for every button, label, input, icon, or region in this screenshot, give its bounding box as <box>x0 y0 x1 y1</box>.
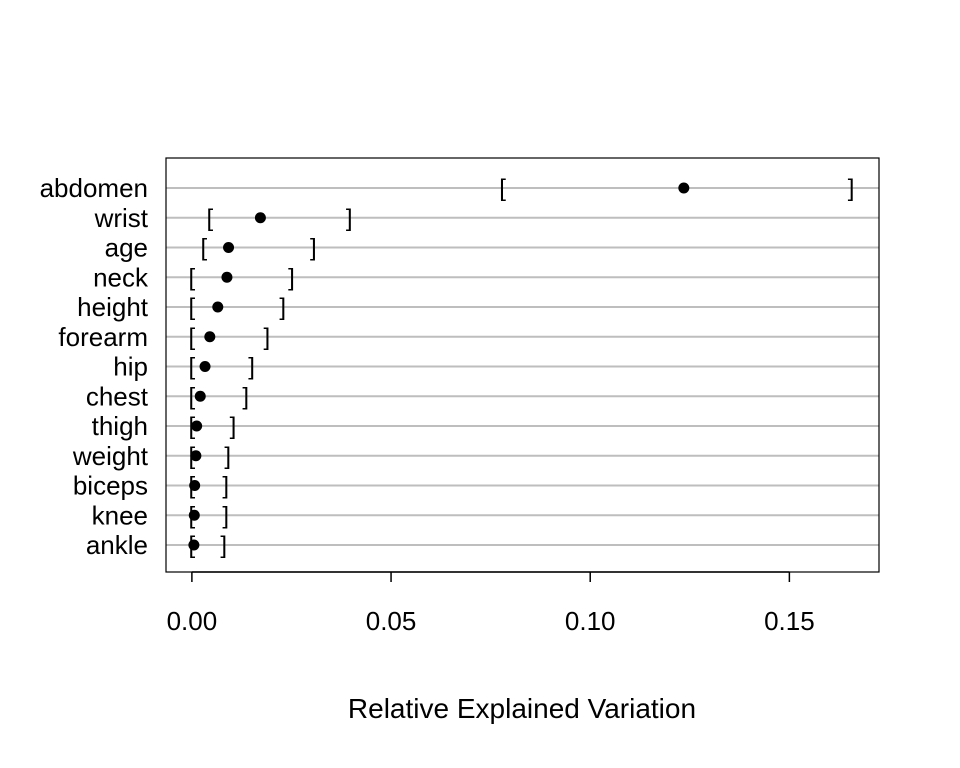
point-wrist <box>254 212 266 224</box>
x-axis-title: Relative Explained Variation <box>348 693 696 724</box>
lower-bracket-neck: [ <box>189 264 196 291</box>
upper-bracket-neck: ] <box>288 264 295 291</box>
lower-bracket-height: [ <box>189 294 196 321</box>
lower-bracket-abdomen: [ <box>499 175 506 202</box>
upper-bracket-forearm: ] <box>263 324 270 351</box>
category-label-neck: neck <box>93 262 149 292</box>
upper-bracket-knee: ] <box>222 502 229 529</box>
category-label-thigh: thigh <box>92 411 148 441</box>
category-label-height: height <box>77 292 149 322</box>
category-label-ankle: ankle <box>86 530 148 560</box>
grid-lines <box>166 187 879 546</box>
point-height <box>212 301 224 313</box>
x-tick-label-0.15: 0.15 <box>764 606 815 636</box>
point-weight <box>190 450 202 462</box>
plot-frame <box>165 157 880 573</box>
x-tick-label-0.05: 0.05 <box>366 606 417 636</box>
point-neck <box>221 271 233 283</box>
category-label-chest: chest <box>86 381 149 411</box>
point-hip <box>199 361 211 372</box>
upper-bracket-wrist: ] <box>346 205 353 232</box>
point-biceps <box>189 480 201 491</box>
upper-bracket-thigh: ] <box>230 413 237 440</box>
upper-bracket-ankle: ] <box>220 532 227 559</box>
x-tick-label-0.00: 0.00 <box>167 606 218 636</box>
upper-bracket-height: ] <box>279 294 286 321</box>
data-points <box>188 182 690 551</box>
upper-bracket-abdomen: ] <box>848 175 855 202</box>
category-label-wrist: wrist <box>94 203 149 233</box>
category-label-weight: weight <box>72 441 149 471</box>
x-tick-label-0.10: 0.10 <box>565 606 616 636</box>
category-label-knee: knee <box>92 500 148 530</box>
point-thigh <box>191 420 203 432</box>
category-label-age: age <box>105 233 148 263</box>
lower-bracket-hip: [ <box>189 354 196 381</box>
category-label-biceps: biceps <box>73 471 148 501</box>
upper-bracket-hip: ] <box>248 354 255 381</box>
point-chest <box>194 390 206 402</box>
point-forearm <box>204 331 216 343</box>
x-axis: 0.00 0.05 0.10 0.15 <box>167 571 815 636</box>
point-age <box>223 242 235 253</box>
category-label-hip: hip <box>113 352 148 382</box>
point-abdomen <box>678 182 690 194</box>
lower-bracket-wrist: [ <box>206 205 213 232</box>
category-label-forearm: forearm <box>58 322 148 352</box>
point-ankle <box>188 539 200 551</box>
point-knee <box>188 509 200 521</box>
category-label-abdomen: abdomen <box>40 173 148 203</box>
upper-bracket-age: ] <box>310 235 317 262</box>
lower-bracket-forearm: [ <box>189 324 196 351</box>
upper-bracket-weight: ] <box>224 443 231 470</box>
lower-bracket-age: [ <box>201 235 208 262</box>
interval-brackets: [][][][][][][][][][][][][] <box>189 175 855 559</box>
upper-bracket-chest: ] <box>242 383 249 410</box>
category-labels: abdomenwristageneckheightforearmhipchest… <box>40 173 149 560</box>
upper-bracket-biceps: ] <box>222 473 229 500</box>
lower-bracket-chest: [ <box>189 383 196 410</box>
